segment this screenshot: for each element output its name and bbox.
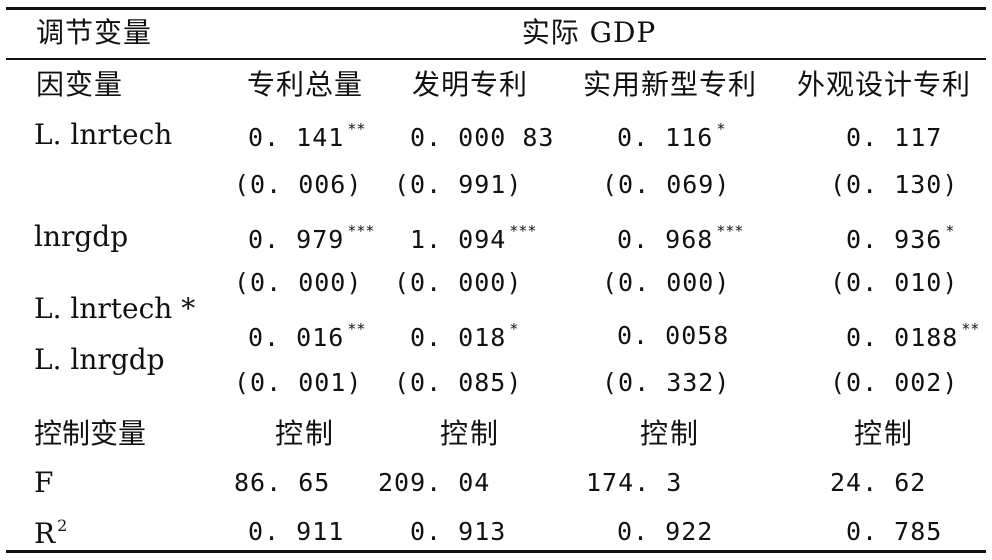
significance-stars: ***: [716, 222, 744, 240]
significance-stars: **: [961, 320, 980, 338]
moderator-label-text: 调节变量: [36, 16, 153, 49]
r-squared-value: 0. 913: [410, 517, 507, 546]
f-value: 86. 65: [234, 468, 331, 497]
r-squared-base: R: [34, 517, 56, 550]
coef-value: 0. 0188: [846, 323, 959, 352]
coef-value: 0. 018: [410, 323, 507, 352]
coef-cell: 0. 979 ***: [248, 222, 375, 254]
coef-cell: 0. 117: [846, 122, 945, 150]
coef-value: 0. 968: [617, 225, 714, 254]
coef-cell: 0. 116 *: [617, 120, 726, 152]
r-squared-superscript: 2: [57, 516, 68, 535]
coef-value: 0. 141: [248, 123, 345, 152]
coef-value: 1. 094: [410, 225, 507, 254]
p-value: (0. 069): [602, 170, 731, 199]
p-value: (0. 001): [234, 368, 363, 397]
p-value: (0. 332): [602, 368, 731, 397]
p-value: (0. 006): [234, 170, 363, 199]
controls-value: 控制: [639, 417, 701, 450]
column-header-design-patents: 外观设计专利: [796, 68, 972, 101]
row-label-l-lnrtech: L. lnrtech: [34, 118, 173, 151]
column-header-invention-patents: 发明专利: [411, 68, 529, 101]
significance-stars: **: [347, 320, 366, 338]
p-value: (0. 000): [602, 268, 731, 297]
r-squared-value: 0. 911: [248, 517, 345, 546]
row-label-interaction-line1: L. lnrtech *: [34, 292, 196, 325]
significance-stars: ***: [347, 222, 375, 240]
coef-cell: 0. 968 ***: [617, 222, 744, 254]
significance-stars: *: [509, 320, 519, 338]
controls-value: 控制: [439, 417, 501, 450]
dependent-label: 因变量: [36, 68, 124, 101]
coef-value: 0. 117: [846, 123, 943, 152]
p-value: (0. 085): [394, 368, 523, 397]
coef-value: 0. 0058: [617, 321, 730, 350]
controls-value: 控制: [853, 417, 915, 450]
coef-cell: 0. 0188 **: [846, 320, 980, 352]
coef-value: 0. 979: [248, 225, 345, 254]
r-squared-value: 0. 922: [617, 517, 714, 546]
header-rule: [6, 58, 986, 60]
f-value: 209. 04: [378, 468, 491, 497]
significance-stars: *: [945, 222, 955, 240]
p-value: (0. 991): [394, 170, 523, 199]
moderator-value: 实际 GDP: [521, 16, 657, 49]
coef-cell: 0. 016 **: [248, 320, 366, 352]
f-value: 24. 62: [830, 468, 927, 497]
column-header-utility-patents: 实用新型专利: [582, 68, 758, 101]
f-value: 174. 3: [586, 468, 683, 497]
coef-cell: 1. 094 ***: [410, 222, 537, 254]
coef-cell: 0. 936 *: [846, 222, 955, 254]
table-top-rule: [6, 7, 986, 10]
coef-cell: 0. 0058: [617, 320, 732, 348]
moderator-label: 调节变量: [36, 19, 152, 47]
coef-value: 0. 016: [248, 323, 345, 352]
p-value: (0. 000): [234, 268, 363, 297]
table-bottom-rule: [6, 550, 986, 553]
p-value: (0. 130): [830, 170, 959, 199]
coef-value: 0. 000 83: [410, 123, 555, 152]
significance-stars: **: [347, 120, 366, 138]
coef-cell: 0. 018 *: [410, 320, 519, 352]
p-value: (0. 002): [830, 368, 959, 397]
coef-cell: 0. 000 83: [410, 122, 557, 150]
row-label-controls: 控制变量: [34, 417, 147, 450]
coef-value: 0. 116: [617, 123, 714, 152]
significance-stars: *: [716, 120, 726, 138]
row-label-lnrgdp: lnrgdp: [34, 220, 129, 253]
row-label-interaction-line2: L. lnrgdp: [34, 343, 165, 376]
significance-stars: ***: [509, 222, 537, 240]
column-header-total-patents: 专利总量: [246, 68, 364, 101]
r-squared-value: 0. 785: [846, 517, 943, 546]
row-label-f: F: [34, 466, 54, 499]
controls-value: 控制: [274, 417, 336, 450]
p-value: (0. 010): [830, 268, 959, 297]
coef-value: 0. 936: [846, 225, 943, 254]
p-value: (0. 000): [394, 268, 523, 297]
coef-cell: 0. 141 **: [248, 120, 366, 152]
